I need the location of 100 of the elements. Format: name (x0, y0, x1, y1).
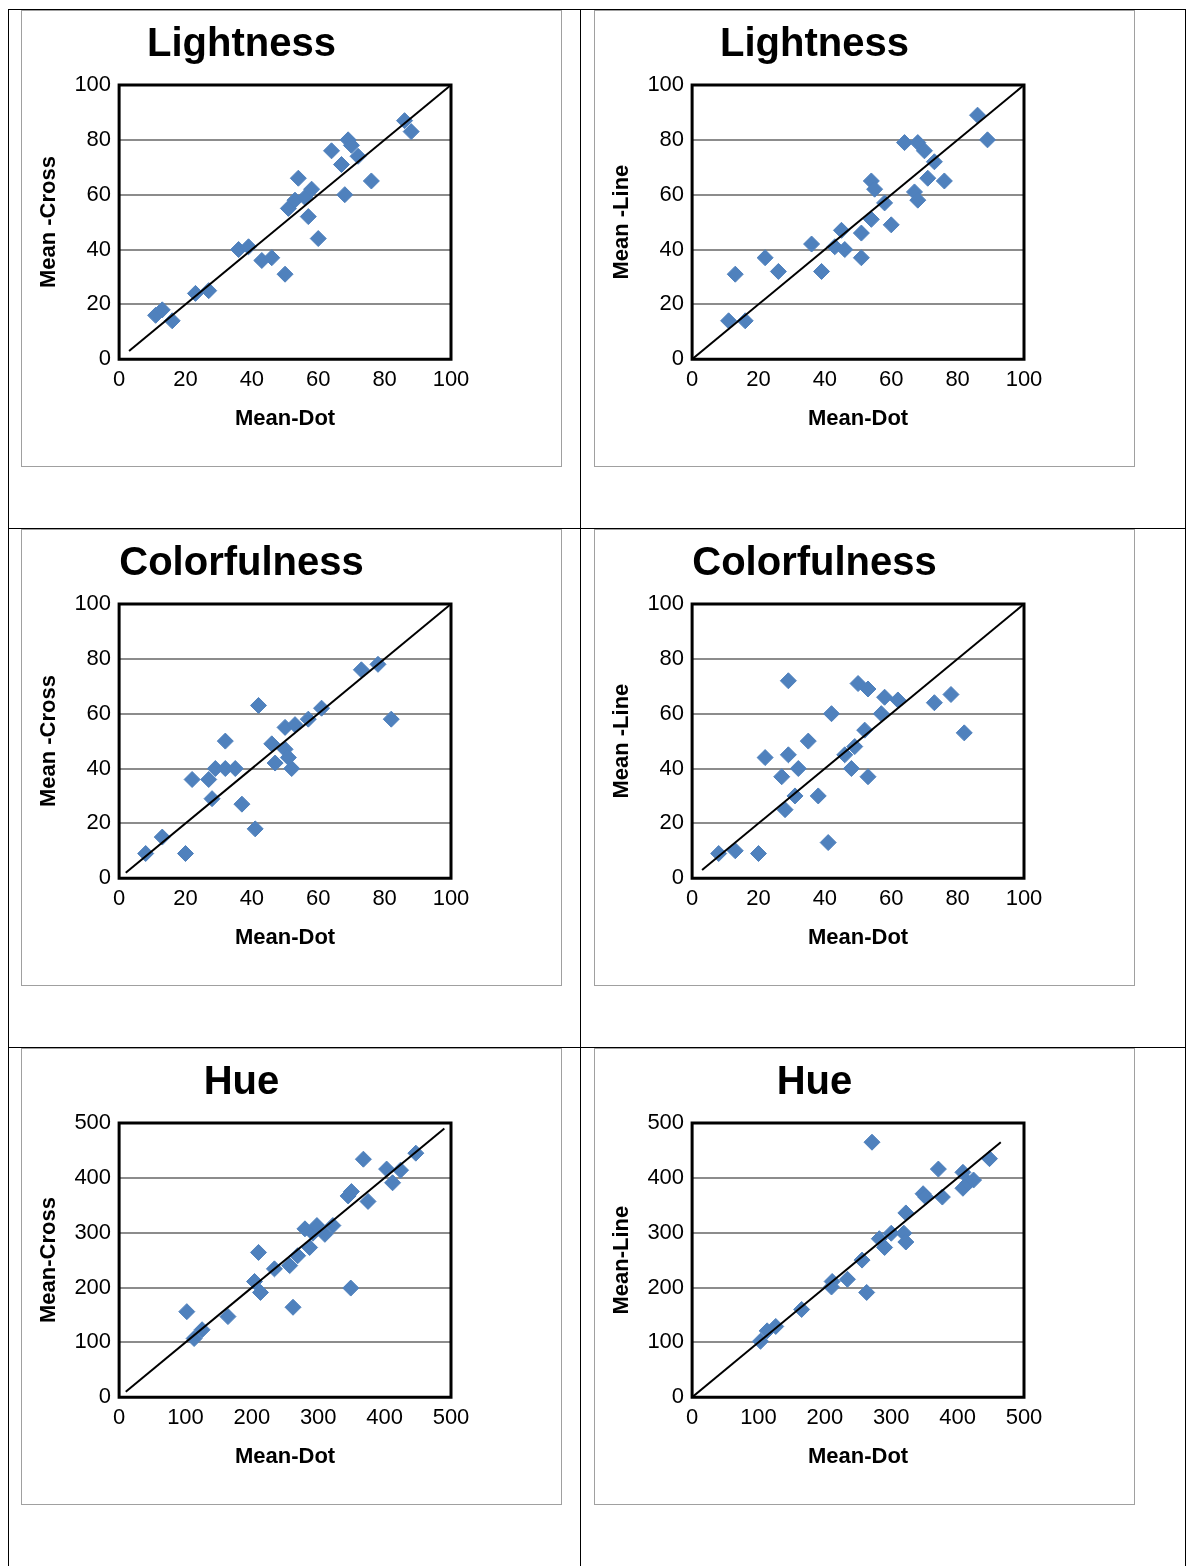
x-tick-label: 40 (239, 366, 265, 392)
y-tick-label: 0 (671, 345, 685, 371)
point (354, 1150, 372, 1168)
point (842, 760, 860, 778)
point (756, 749, 774, 767)
point (776, 801, 794, 819)
point (872, 705, 890, 723)
point (276, 265, 294, 283)
point (726, 842, 744, 860)
x-tick-label: 400 (939, 1404, 976, 1430)
x-tick-label: 80 (945, 885, 970, 911)
x-tick-label: 20 (746, 366, 771, 392)
y-axis-title: Mean -Cross (35, 675, 61, 808)
y-tick-label: 40 (659, 754, 685, 780)
point (303, 180, 321, 198)
point (749, 845, 767, 863)
x-tick-label: 500 (1005, 1404, 1043, 1430)
point (823, 705, 840, 723)
x-tick-label: 200 (233, 1404, 271, 1430)
chart-title: Hue (776, 1058, 853, 1103)
point (859, 768, 877, 786)
point (803, 235, 821, 253)
y-tick-label: 300 (74, 1218, 112, 1244)
point (266, 754, 284, 772)
x-tick-label: 20 (173, 885, 198, 911)
point (799, 732, 817, 750)
point (863, 1133, 881, 1151)
point (896, 134, 914, 152)
y-tick-label: 40 (86, 754, 112, 780)
x-axis-title: Mean-Dot (234, 923, 336, 949)
x-tick-label: 200 (806, 1404, 844, 1430)
x-tick-label: 100 (167, 1404, 204, 1430)
point (359, 1192, 377, 1210)
point (309, 230, 327, 248)
y-tick-label: 100 (74, 590, 112, 616)
point (809, 787, 827, 805)
x-tick-label: 80 (372, 366, 397, 392)
point (289, 169, 307, 187)
chart-title: Colorfulness (119, 539, 364, 584)
x-tick-label: 80 (372, 885, 397, 911)
point (402, 123, 420, 141)
point (246, 820, 264, 838)
y-tick-label: 40 (659, 235, 685, 261)
point (176, 845, 194, 863)
point (889, 691, 907, 709)
point (919, 169, 937, 187)
y-tick-label: 60 (86, 180, 112, 206)
point (773, 768, 791, 786)
y-tick-label: 40 (86, 235, 112, 261)
y-tick-label: 0 (98, 864, 112, 890)
y-tick-label: 200 (647, 1273, 685, 1299)
y-axis-title: Mean -Line (608, 164, 634, 280)
y-tick-label: 20 (659, 290, 685, 316)
y-tick-label: 0 (671, 1383, 685, 1409)
x-tick-label: 40 (239, 885, 265, 911)
point (836, 241, 854, 259)
point (862, 210, 880, 228)
x-axis-title: Mean-Dot (234, 1442, 336, 1468)
point (779, 672, 797, 690)
x-axis-title: Mean-Dot (807, 404, 909, 430)
point (726, 265, 744, 283)
point (858, 1283, 876, 1301)
point (342, 1279, 360, 1297)
point (859, 680, 877, 698)
point (382, 710, 400, 728)
point (219, 1308, 237, 1326)
point (281, 1257, 299, 1275)
point (876, 1238, 894, 1256)
point (756, 249, 774, 267)
point (250, 696, 267, 714)
y-axis-title: Mean -Line (608, 683, 634, 799)
x-tick-label: 40 (812, 366, 838, 392)
y-tick-label: 100 (74, 1328, 112, 1354)
point (849, 675, 867, 693)
point (323, 142, 341, 160)
point (789, 760, 807, 778)
y-tick-label: 80 (659, 644, 685, 670)
point (332, 156, 350, 174)
x-tick-label: 60 (306, 885, 331, 911)
point (942, 685, 960, 703)
y-tick-label: 500 (74, 1109, 112, 1135)
x-tick-label: 100 (1005, 885, 1043, 911)
point (819, 834, 837, 852)
point (915, 142, 933, 160)
x-tick-label: 60 (306, 366, 331, 392)
y-tick-label: 100 (647, 1328, 685, 1354)
y-tick-label: 20 (86, 809, 112, 835)
point (183, 770, 201, 788)
x-tick-label: 40 (812, 885, 838, 911)
point (178, 1303, 196, 1321)
x-tick-label: 20 (746, 885, 771, 911)
point (720, 312, 738, 330)
x-tick-label: 20 (173, 366, 198, 392)
point (200, 770, 218, 788)
y-tick-label: 100 (647, 71, 685, 97)
point (299, 208, 317, 226)
point (935, 172, 953, 190)
point (251, 1283, 269, 1301)
point (769, 262, 787, 280)
point (216, 732, 234, 750)
